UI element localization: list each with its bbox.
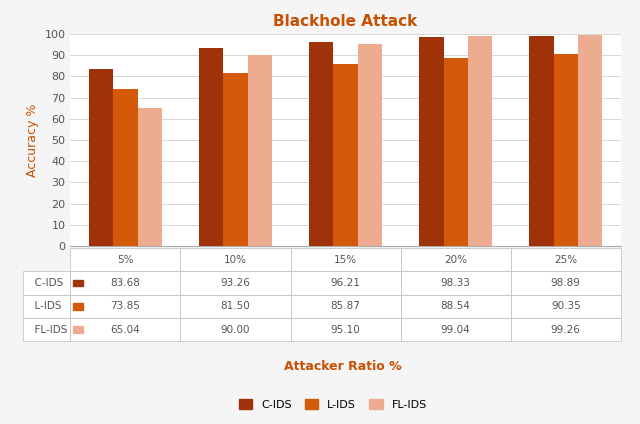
Bar	[248, 55, 272, 246]
Bar	[444, 58, 468, 246]
Y-axis label: Accuracy %: Accuracy %	[26, 103, 39, 177]
Bar	[113, 89, 138, 246]
Title: Blackhole Attack: Blackhole Attack	[273, 14, 418, 28]
Legend: C-IDS, L-IDS, FL-IDS: C-IDS, L-IDS, FL-IDS	[234, 395, 431, 414]
Bar	[468, 36, 492, 246]
Bar	[333, 64, 358, 246]
Bar	[554, 54, 578, 246]
Bar	[73, 280, 83, 286]
Bar	[199, 48, 223, 246]
Bar	[138, 108, 162, 246]
Bar	[73, 326, 83, 333]
Bar	[578, 36, 602, 246]
Text: Attacker Ratio %: Attacker Ratio %	[284, 360, 401, 373]
Bar	[223, 73, 248, 246]
Bar	[309, 42, 333, 246]
Bar	[419, 37, 444, 246]
Bar	[529, 36, 554, 246]
Bar	[89, 69, 113, 246]
Bar	[73, 303, 83, 310]
Bar	[358, 45, 382, 246]
